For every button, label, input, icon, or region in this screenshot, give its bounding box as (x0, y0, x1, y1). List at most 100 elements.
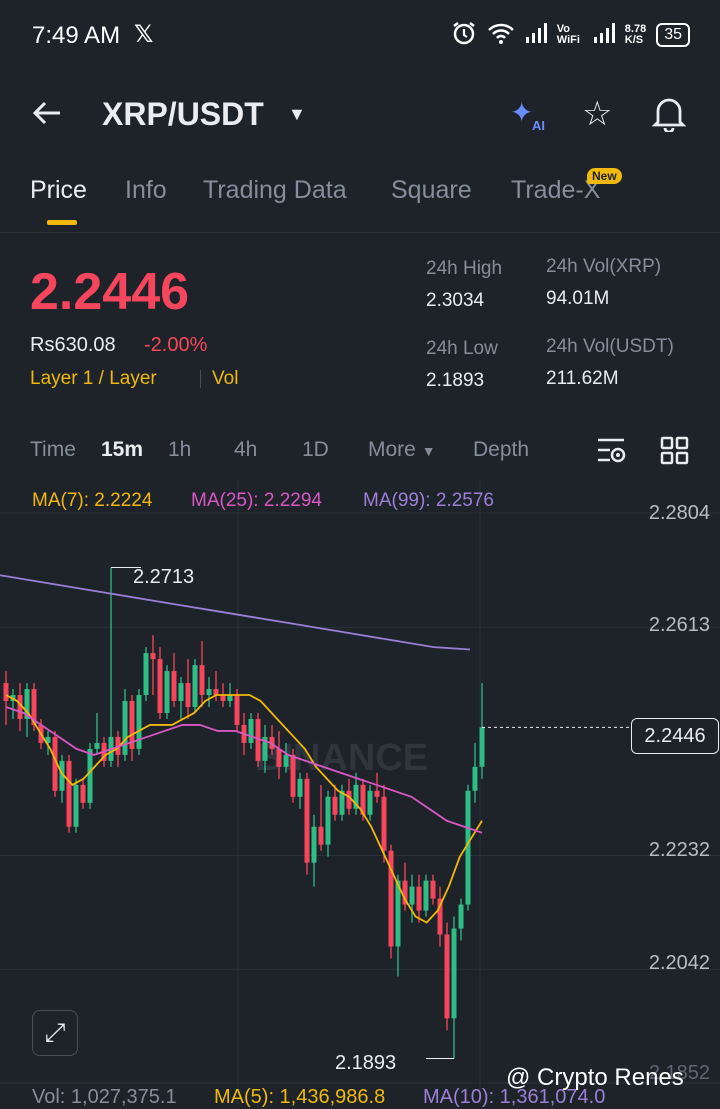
candle-body (185, 683, 191, 707)
candle-body (87, 748, 93, 803)
chart-settings-icon[interactable] (596, 436, 628, 471)
candle-body (360, 784, 366, 815)
y-tick-5: 2.1852 (648, 1062, 710, 1084)
candle-body (332, 796, 338, 815)
candle-body (255, 718, 261, 761)
candle-body (94, 742, 100, 749)
candle-body (290, 754, 296, 797)
vol-tag[interactable]: Vol (212, 368, 239, 389)
candle-body (423, 880, 429, 911)
candle-body (472, 766, 478, 791)
y-tick-4: 2.2042 (648, 952, 710, 974)
candle-body (122, 701, 128, 755)
ai-label: AI (532, 118, 545, 133)
interval-1d[interactable]: 1D (302, 438, 329, 461)
candle-body (192, 665, 198, 707)
bell-icon[interactable] (651, 94, 687, 137)
low-label: 24h Low (426, 338, 498, 359)
ai-sparkle-icon[interactable]: ✦ AI (510, 97, 545, 133)
net-speed: 8.78 K/S (624, 22, 647, 46)
ma7-legend: MA(7): 2.2224 (32, 490, 153, 511)
status-time: 7:49 AM (32, 22, 121, 49)
candle-body (59, 760, 65, 791)
low-value: 2.1893 (426, 370, 485, 391)
candle-body (458, 904, 464, 929)
candle-body (129, 701, 135, 749)
grid-layout-icon[interactable] (660, 436, 690, 471)
high-marker-label: 2.2713 (133, 566, 195, 588)
last-price: 2.2446 (30, 263, 190, 321)
candle-body (318, 826, 324, 845)
volume-value: Vol: 1,027,375.1 (32, 1086, 177, 1108)
candle-body (3, 683, 9, 702)
status-icons: Vo WiFi 8.78 K/S 35 (451, 20, 690, 49)
vol-quote-label: 24h Vol(USDT) (546, 336, 674, 357)
y-tick-1: 2.2804 (648, 502, 710, 524)
vol-base-value: 94.01M (546, 288, 610, 309)
candle-body (374, 790, 380, 797)
tab-info[interactable]: Info (125, 176, 167, 204)
candle-body (171, 671, 177, 702)
candle-body (143, 653, 149, 696)
interval-4h[interactable]: 4h (234, 438, 258, 461)
active-tab-indicator (47, 220, 77, 225)
candle-body (73, 784, 79, 827)
pair-dropdown-icon[interactable]: ▼ (288, 104, 306, 124)
interval-time[interactable]: Time (30, 438, 76, 461)
interval-depth[interactable]: Depth (473, 438, 530, 461)
ma99-legend: MA(99): 2.2576 (363, 490, 494, 511)
candle-body (297, 778, 303, 797)
high-label: 24h High (426, 258, 503, 279)
candle-body (325, 796, 331, 845)
fiat-price: Rs630.08 (30, 334, 116, 356)
more-caret-icon: ▼ (421, 443, 436, 459)
candle-body (164, 671, 170, 713)
candle-body (178, 683, 184, 702)
candle-body (430, 880, 436, 899)
candle-body (199, 665, 205, 696)
tab-square[interactable]: Square (391, 176, 472, 204)
candle-body (157, 659, 163, 713)
high-value: 2.3034 (426, 290, 485, 311)
vowifi-label: Vo WiFi (556, 22, 580, 46)
signal-icon-2 (593, 22, 615, 47)
candlestick-chart[interactable]: BINANCE (0, 480, 720, 1104)
volume-ma10: MA(10): 1,361,074.0 (423, 1086, 606, 1108)
creator-watermark: @ Crypto Renes (506, 1064, 684, 1091)
favorite-star-icon[interactable]: ☆ (582, 95, 613, 133)
y-tick-3: 2.2232 (648, 839, 710, 861)
interval-more[interactable]: More ▼ (368, 438, 436, 462)
volume-ma5: MA(5): 1,436,986.8 (214, 1086, 386, 1108)
candle-body (24, 689, 30, 719)
candle-body (66, 760, 72, 827)
tab-bar: Price Info Trading Data Square Trade-X N… (0, 168, 720, 233)
candle-body (206, 689, 212, 696)
tab-price[interactable]: Price (30, 176, 87, 204)
candle-body (346, 790, 352, 809)
candle-body (262, 736, 268, 761)
candle-body (17, 695, 23, 719)
candle-body (381, 796, 387, 851)
candle-body (395, 880, 401, 947)
pair-title[interactable]: XRP/USDT (102, 96, 264, 132)
candle-body (388, 850, 394, 947)
signal-icon-1 (525, 22, 547, 47)
tab-trade-x[interactable]: Trade-X (511, 176, 601, 204)
candle-body (451, 928, 457, 1019)
low-marker-label: 2.1893 (335, 1052, 397, 1074)
candle-body (227, 695, 233, 702)
interval-15m[interactable]: 15m (101, 438, 144, 461)
candle-body (31, 689, 37, 725)
back-arrow-icon[interactable] (30, 96, 64, 139)
candle-body (311, 826, 317, 863)
fullscreen-expand-icon[interactable]: ⤢ (32, 1010, 78, 1056)
candle-body (339, 790, 345, 815)
candle-body (416, 886, 422, 911)
category-tag[interactable]: Layer 1 / Layer (30, 368, 157, 389)
candle-body (437, 898, 443, 935)
vol-quote-value: 211.62M (546, 368, 619, 389)
candle-body (45, 736, 51, 743)
status-bar: 7:49 AM 𝕏 Vo WiFi 8.78 K/S 35 (0, 0, 720, 72)
interval-1h[interactable]: 1h (168, 438, 192, 461)
tab-trading-data[interactable]: Trading Data (203, 176, 347, 204)
